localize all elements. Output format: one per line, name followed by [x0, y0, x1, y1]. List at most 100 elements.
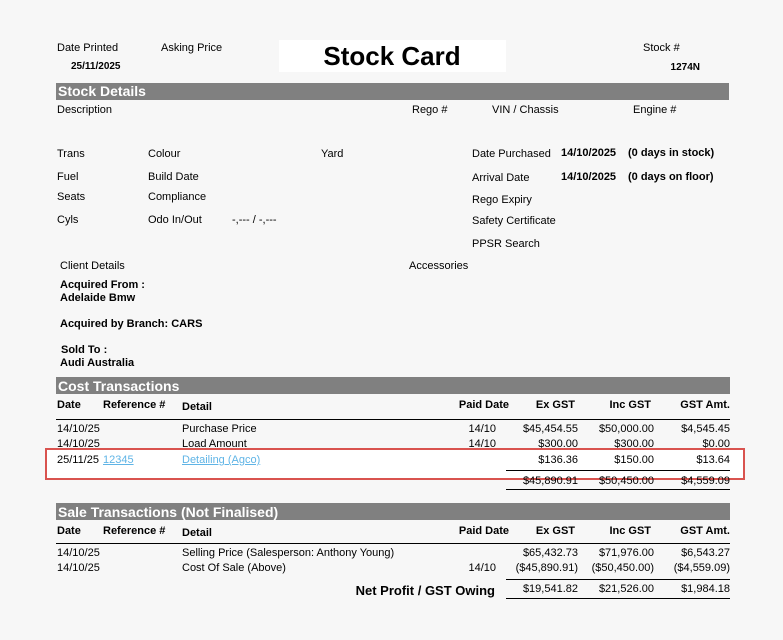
label: Asking Price: [161, 42, 223, 54]
cell: 14/10/25: [57, 438, 100, 450]
sale-bar: [56, 503, 730, 520]
field-text: 14/10/2025: [561, 171, 617, 183]
field-text: Fuel: [57, 171, 79, 183]
sale-total-rule-bottom: [506, 598, 730, 599]
field-text: VIN / Chassis: [492, 104, 559, 116]
cell: 14/10: [468, 423, 496, 435]
cell: 25/11/25: [57, 454, 100, 466]
cell: 14/10/25: [57, 423, 100, 435]
total-cell: $4,559.09: [681, 475, 730, 487]
total-cell: $1,984.18: [681, 583, 730, 595]
field-text: Arrival Date: [472, 172, 530, 184]
column-header: Inc GST: [609, 399, 651, 411]
total-cell: $19,541.82: [522, 583, 578, 595]
cell: $13.64: [696, 454, 730, 466]
cost-header-rule: [56, 419, 730, 420]
field-text: Compliance: [148, 191, 207, 203]
field-text: 14/10/2025: [561, 147, 617, 159]
field-text: Date Purchased: [472, 148, 551, 160]
cell: $300.00: [538, 438, 578, 450]
cell: 14/10: [468, 562, 496, 574]
cost-bar: [56, 377, 730, 394]
total-cell: $21,526.00: [598, 583, 654, 595]
stock-details-bar: [56, 83, 729, 100]
field-text: (0 days on floor): [628, 171, 714, 183]
label: Stock #: [643, 42, 680, 54]
highlight-row: [45, 448, 745, 480]
cell: $0.00: [702, 438, 730, 450]
column-header: Inc GST: [609, 525, 651, 537]
cell: 14/10/25: [57, 562, 100, 574]
field-text: (0 days in stock): [628, 147, 715, 159]
column-header: Date: [57, 525, 81, 537]
column-header: Detail: [182, 401, 212, 413]
field-text: Acquired From :: [60, 279, 145, 291]
sale-header-rule: [56, 543, 730, 544]
cost-total-rule-top: [506, 470, 730, 471]
title-box: [279, 40, 506, 72]
value: 1274N: [670, 62, 700, 73]
column-header: Reference #: [103, 525, 166, 537]
cell: $65,432.73: [522, 547, 578, 559]
field-text: Safety Certificate: [472, 215, 556, 227]
cell: $300.00: [614, 438, 654, 450]
field-text: Audi Australia: [60, 357, 135, 369]
value: 25/11/2025: [71, 61, 121, 72]
section-heading: Sale Transactions (Not Finalised): [58, 504, 279, 520]
column-header: Detail: [182, 527, 212, 539]
section-heading: Cost Transactions: [58, 378, 180, 394]
field-text: Client Details: [60, 260, 125, 272]
cell: $4,545.45: [681, 423, 730, 435]
column-header: GST Amt.: [680, 399, 730, 411]
cell[interactable]: Detailing (Agco): [182, 454, 261, 466]
cell: Load Amount: [182, 438, 247, 450]
field-text: Trans: [57, 148, 85, 160]
field-text: Yard: [321, 148, 344, 160]
cell: ($45,890.91): [515, 562, 578, 574]
field-text: Engine #: [633, 104, 677, 116]
field-text: Rego #: [412, 104, 448, 116]
field-text: PPSR Search: [472, 238, 540, 250]
totals-label: Net Profit / GST Owing: [355, 582, 495, 598]
cell: ($50,450.00): [591, 562, 654, 574]
field-text: Adelaide Bmw: [60, 292, 136, 304]
field-text: Accessories: [409, 260, 469, 272]
cell: $50,000.00: [598, 423, 654, 435]
cell: $6,543.27: [681, 547, 730, 559]
cell: Purchase Price: [182, 423, 257, 435]
column-header: Date: [57, 399, 81, 411]
cost-total-rule-bottom: [506, 489, 730, 490]
cell: Selling Price (Salesperson: Anthony Youn…: [182, 547, 395, 559]
cell: ($4,559.09): [673, 562, 730, 574]
section-heading: Stock Details: [58, 83, 146, 99]
field-text: Acquired by Branch: CARS: [60, 318, 203, 330]
cell: 14/10: [468, 438, 496, 450]
field-text: Build Date: [148, 171, 199, 183]
cell: $71,976.00: [598, 547, 654, 559]
column-header: Paid Date: [458, 399, 509, 411]
field-text: Odo In/Out: [148, 214, 202, 226]
cell[interactable]: 12345: [103, 454, 134, 466]
cell: $136.36: [538, 454, 578, 466]
cell: 14/10/25: [57, 547, 100, 559]
cell: Cost Of Sale (Above): [182, 562, 286, 574]
total-cell: $45,890.91: [522, 475, 578, 487]
sale-total-rule-top: [506, 579, 730, 580]
field-text: Description: [57, 104, 113, 116]
page-title: Stock Card: [323, 41, 461, 71]
field-text: -,--- / -,---: [232, 214, 277, 226]
column-header: Ex GST: [535, 399, 575, 411]
cell: $45,454.55: [522, 423, 578, 435]
column-header: Ex GST: [535, 525, 575, 537]
column-header: GST Amt.: [680, 525, 730, 537]
field-text: Cyls: [57, 214, 79, 226]
label: Date Printed: [57, 42, 119, 54]
total-cell: $50,450.00: [598, 475, 654, 487]
cell: $150.00: [614, 454, 654, 466]
field-text: Colour: [148, 148, 181, 160]
field-text: Rego Expiry: [472, 194, 532, 206]
field-text: Sold To :: [61, 344, 108, 356]
column-header: Reference #: [103, 399, 166, 411]
column-header: Paid Date: [458, 525, 509, 537]
